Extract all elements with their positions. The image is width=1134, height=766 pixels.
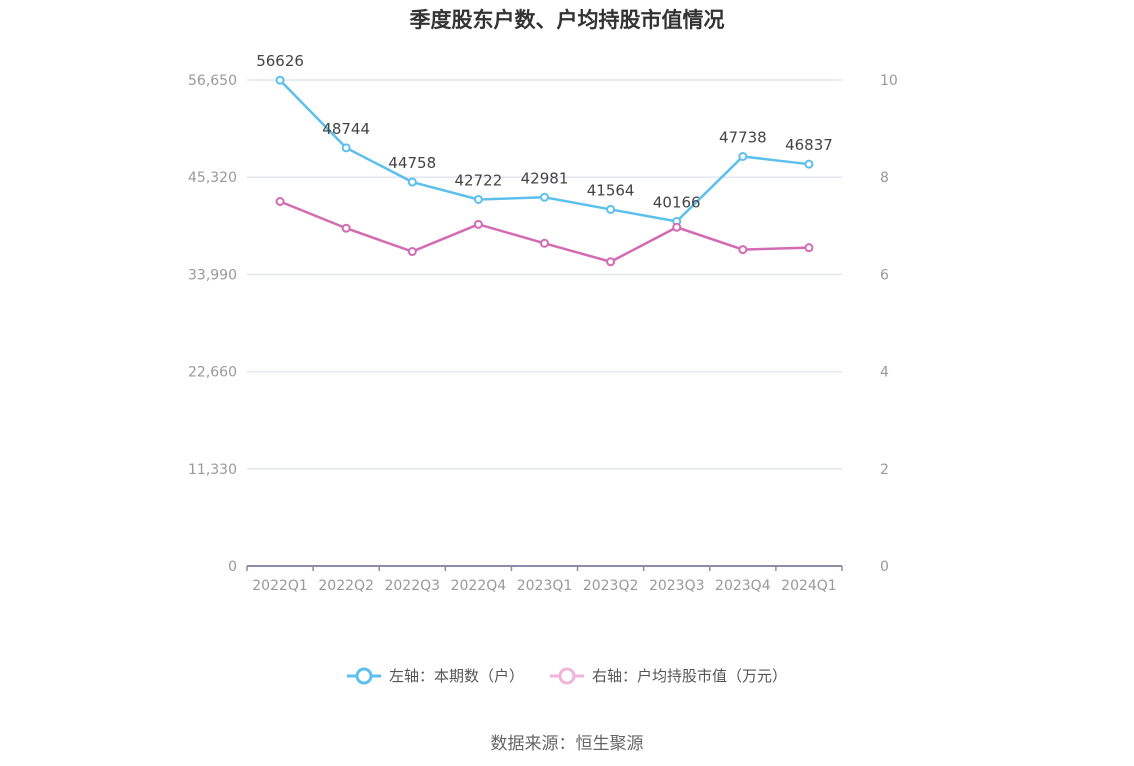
- avg-value-series-point[interactable]: [540, 238, 549, 248]
- data-label: 44758: [388, 154, 436, 172]
- x-axis: 2022Q1 2022Q2 2022Q3 2022Q4 2023Q1 2023Q2 2023…: [246, 565, 843, 594]
- shareholders-series-point[interactable]: [540, 192, 549, 202]
- data-label: 42722: [455, 171, 503, 189]
- legend-left-label: 左轴：本期数（户）: [388, 667, 524, 685]
- x-tick-label: 2023Q2: [583, 578, 639, 594]
- y-right-tick: 2: [880, 462, 889, 478]
- legend-right-label: 右轴：户均持股市值（万元）: [592, 667, 788, 685]
- avg-value-series-line: [279, 200, 809, 264]
- grid-lines: [247, 79, 842, 470]
- data-labels: 56626 48744 44758 42722 42981 41564 40166 47738…: [256, 52, 833, 211]
- y-left-tick: 45,320: [188, 170, 237, 186]
- legend-right-swatch: [550, 667, 584, 684]
- y-right-tick: 6: [880, 267, 889, 283]
- x-tick-label: 2023Q1: [517, 578, 573, 594]
- legend-item-right[interactable]: 右轴：户均持股市值（万元）: [550, 665, 787, 686]
- data-label: 42981: [521, 169, 569, 187]
- avg-value-series-point[interactable]: [473, 219, 483, 229]
- avg-value-series-point[interactable]: [606, 257, 616, 267]
- y-left-tick: 11,330: [188, 462, 237, 478]
- left-axis-ticks: 0 11,330 22,660 33,990 45,320 56,650: [188, 73, 237, 575]
- y-right-tick: 10: [880, 73, 898, 89]
- series-group: [275, 75, 814, 267]
- avg-value-series-point[interactable]: [275, 197, 285, 206]
- avg-value-series-point[interactable]: [672, 222, 682, 232]
- x-tick-label: 2023Q4: [715, 578, 771, 594]
- y-left-tick: 56,650: [188, 73, 237, 89]
- data-label: 48744: [322, 120, 370, 138]
- x-tick-label: 2023Q3: [649, 578, 705, 594]
- shareholders-series-point[interactable]: [275, 75, 285, 85]
- y-left-tick: 22,660: [188, 365, 237, 381]
- y-right-tick: 8: [880, 170, 889, 186]
- x-tick-label: 2022Q2: [318, 578, 374, 594]
- legend: 左轴：本期数（户） 右轴：户均持股市值（万元）: [0, 665, 1134, 686]
- avg-value-series-point[interactable]: [804, 243, 814, 253]
- legend-left-swatch: [346, 667, 381, 684]
- shareholders-series-point[interactable]: [606, 204, 616, 214]
- y-left-tick: 0: [228, 559, 237, 575]
- avg-value-series-point[interactable]: [738, 245, 748, 255]
- shareholders-series-point[interactable]: [473, 194, 483, 204]
- y-right-tick: 0: [880, 559, 889, 575]
- shareholders-series-point[interactable]: [804, 159, 814, 169]
- data-label: 46837: [785, 136, 833, 154]
- avg-value-series-point[interactable]: [407, 247, 417, 257]
- shareholders-series-point[interactable]: [407, 177, 417, 187]
- x-tick-label: 2022Q1: [252, 578, 308, 594]
- avg-value-series-point[interactable]: [341, 223, 351, 233]
- y-left-tick: 33,990: [188, 267, 237, 283]
- data-label: 40166: [653, 193, 701, 211]
- x-tick-label: 2022Q4: [451, 578, 507, 594]
- chart-title: 季度股东户数、户均持股市值情况: [409, 8, 725, 32]
- data-label: 41564: [587, 181, 635, 199]
- shareholders-series-point[interactable]: [341, 143, 351, 153]
- x-tick-label: 2022Q3: [384, 578, 440, 594]
- data-source: 数据来源：恒生聚源: [490, 734, 644, 754]
- right-axis-ticks: 0 2 4 6 8 10: [880, 73, 898, 575]
- data-label: 56626: [256, 52, 304, 70]
- shareholders-series-point[interactable]: [738, 151, 748, 161]
- x-tick-label: 2024Q1: [781, 578, 837, 594]
- y-right-tick: 4: [880, 365, 889, 381]
- legend-item-left[interactable]: 左轴：本期数（户）: [346, 665, 524, 686]
- data-label: 47738: [719, 128, 767, 146]
